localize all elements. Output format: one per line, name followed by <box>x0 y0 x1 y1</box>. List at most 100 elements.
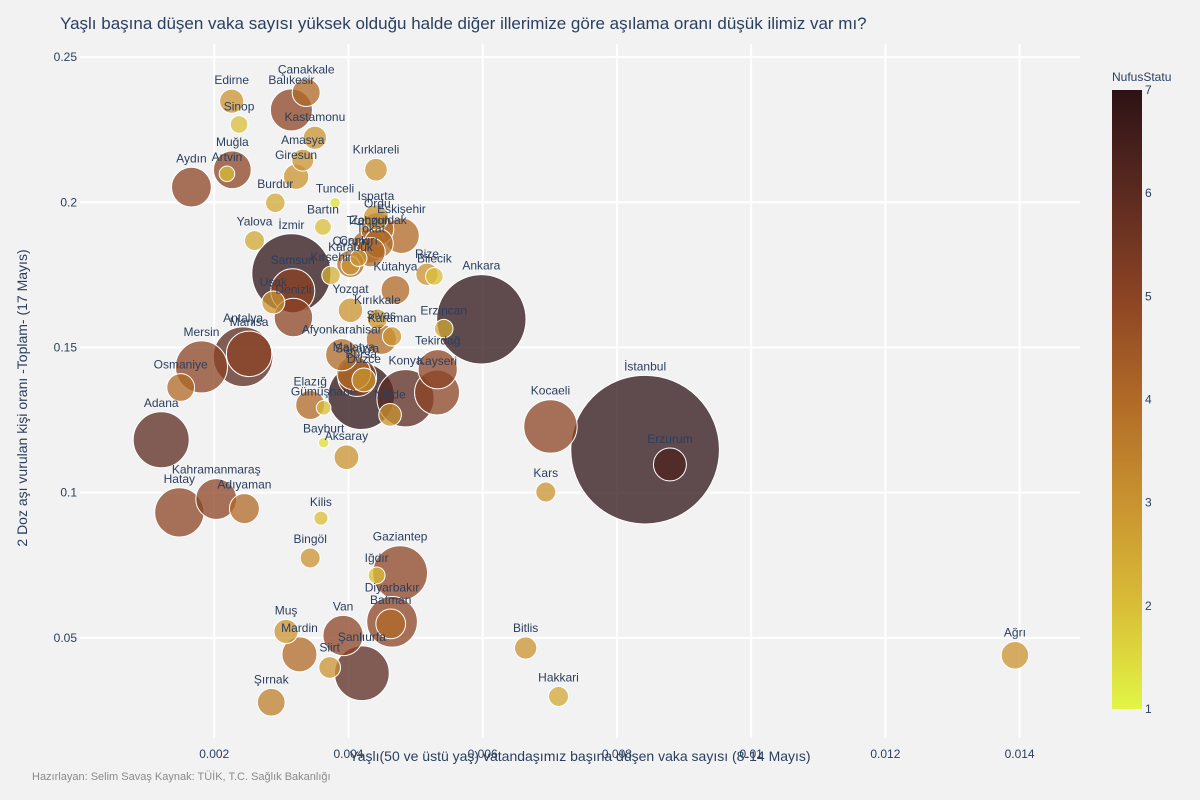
point-Adıyaman[interactable] <box>228 493 260 525</box>
x-tick-label: 0.002 <box>199 747 229 761</box>
point-label: Şanlıurfa <box>338 630 386 644</box>
point-label: Giresun <box>275 148 317 162</box>
point-Kilis[interactable] <box>313 510 329 526</box>
point-Tekirdağ[interactable] <box>417 349 458 390</box>
x-axis-ticks: 0.002 0.004 0.006 0.008 0.01 0.012 0.014 <box>199 747 1035 761</box>
data-points <box>132 77 1030 717</box>
point-Şırnak[interactable] <box>256 687 286 717</box>
point-Amasya[interactable] <box>291 148 315 172</box>
point-label: Kütahya <box>373 260 417 274</box>
point-label: Amasya <box>281 133 325 147</box>
point-Düzce[interactable] <box>351 367 377 393</box>
point-label: Balıkesir <box>268 73 314 87</box>
point-Adana[interactable] <box>132 411 190 469</box>
colorbar-gradient <box>1112 90 1142 709</box>
point-Van[interactable] <box>322 614 364 657</box>
point-label: Sivas <box>367 308 396 322</box>
point-label: Kilis <box>310 495 332 509</box>
point-label: Muğla <box>216 135 249 149</box>
colorbar-tick-label: 4 <box>1145 393 1152 407</box>
point-label: Kırşehir <box>310 250 351 264</box>
point-label: Tekirdağ <box>415 334 460 348</box>
point-Muş[interactable] <box>273 618 299 645</box>
point-Tunceli[interactable] <box>329 196 341 209</box>
y-tick-label: 0.25 <box>54 50 78 64</box>
colorbar-tick-label: 2 <box>1145 599 1152 613</box>
point-label: Ankara <box>462 259 500 273</box>
point-Sinop[interactable] <box>229 115 249 134</box>
point-label: Rize <box>415 247 439 261</box>
point-Erzurum[interactable] <box>652 447 687 482</box>
point-Erzincan[interactable] <box>434 318 454 339</box>
point-Niğde[interactable] <box>378 402 402 427</box>
point-Kırıkkale[interactable] <box>366 308 388 330</box>
point-Manisa[interactable] <box>225 330 273 378</box>
point-Kütahya[interactable] <box>380 275 411 305</box>
point-Gümüşhane[interactable] <box>315 400 332 416</box>
point-label: Çankırı <box>339 234 378 248</box>
point-Yozgat[interactable] <box>337 297 364 324</box>
point-label: Hakkari <box>538 670 579 684</box>
point-Aksaray[interactable] <box>333 444 360 471</box>
point-label: Niğde <box>374 387 406 401</box>
point-label: Sakarya <box>335 342 379 356</box>
point-label: Bilecik <box>417 251 453 265</box>
x-tick-label: 0.004 <box>333 747 363 761</box>
point-Kırklareli[interactable] <box>364 157 388 182</box>
point-Iğdır[interactable] <box>367 566 386 585</box>
point-Yalova[interactable] <box>244 230 265 252</box>
point-label: Yalova <box>237 215 273 229</box>
point-label: Bursa <box>346 347 378 361</box>
point-İstanbul[interactable] <box>570 374 720 525</box>
point-Karaman[interactable] <box>381 326 403 347</box>
point-Çanakkale[interactable] <box>291 77 321 107</box>
point-label: Çorum <box>332 234 368 248</box>
point-label: Erzincan <box>420 303 467 317</box>
point-Kastamonu[interactable] <box>302 125 328 150</box>
point-label: Kahramanmaraş <box>172 463 261 477</box>
point-label: Batman <box>370 593 411 607</box>
point-Batman[interactable] <box>375 608 407 640</box>
point-Burdur[interactable] <box>264 192 286 214</box>
point-Siirt[interactable] <box>318 656 342 679</box>
point-label: Şırnak <box>254 672 290 686</box>
point-label: Sinop <box>224 100 255 114</box>
point-Edirne[interactable] <box>219 88 245 114</box>
point-Ağrı[interactable] <box>1000 640 1030 670</box>
point-Ankara[interactable] <box>436 274 527 365</box>
point-Bilecik[interactable] <box>425 266 444 286</box>
point-Osmaniye[interactable] <box>166 373 196 402</box>
point-Isparta[interactable] <box>362 204 389 231</box>
point-label: Karaman <box>368 311 417 325</box>
point-Bayburt[interactable] <box>317 436 330 449</box>
point-label: İzmir <box>278 218 304 232</box>
colorbar-tick-label: 5 <box>1145 289 1152 303</box>
point-Artvin[interactable] <box>218 165 236 183</box>
point-Çankırı[interactable] <box>349 249 368 267</box>
point-Bingöl[interactable] <box>299 547 321 569</box>
point-label: Uşak <box>260 275 288 289</box>
point-label: Denizli <box>275 282 311 296</box>
point-Kocaeli[interactable] <box>523 399 578 454</box>
point-Bitlis[interactable] <box>513 636 538 660</box>
point-Mardin[interactable] <box>281 636 318 673</box>
point-Uşak[interactable] <box>261 290 286 315</box>
point-label: Çanakkale <box>278 62 335 76</box>
point-label: Bayburt <box>303 421 345 435</box>
point-label: Kars <box>533 466 558 480</box>
colorbar-tick-label: 3 <box>1145 496 1152 510</box>
point-Aydın[interactable] <box>171 166 212 208</box>
point-Kars[interactable] <box>535 481 557 503</box>
point-label: Hatay <box>164 472 195 486</box>
point-label: Isparta <box>358 189 395 203</box>
point-label: Adana <box>144 396 179 410</box>
point-label: Eskişehir <box>377 202 426 216</box>
point-Bartın[interactable] <box>314 217 332 236</box>
point-Afyonkarahisar[interactable] <box>325 338 359 372</box>
point-Hakkari[interactable] <box>548 685 570 707</box>
point-labels: İstanbul Ankara İzmir Bursa Antalya Konya Adan… <box>144 62 1026 686</box>
y-tick-label: 0.05 <box>54 631 78 645</box>
point-Kırşehir[interactable] <box>321 265 341 286</box>
point-label: Erzurum <box>647 432 692 446</box>
